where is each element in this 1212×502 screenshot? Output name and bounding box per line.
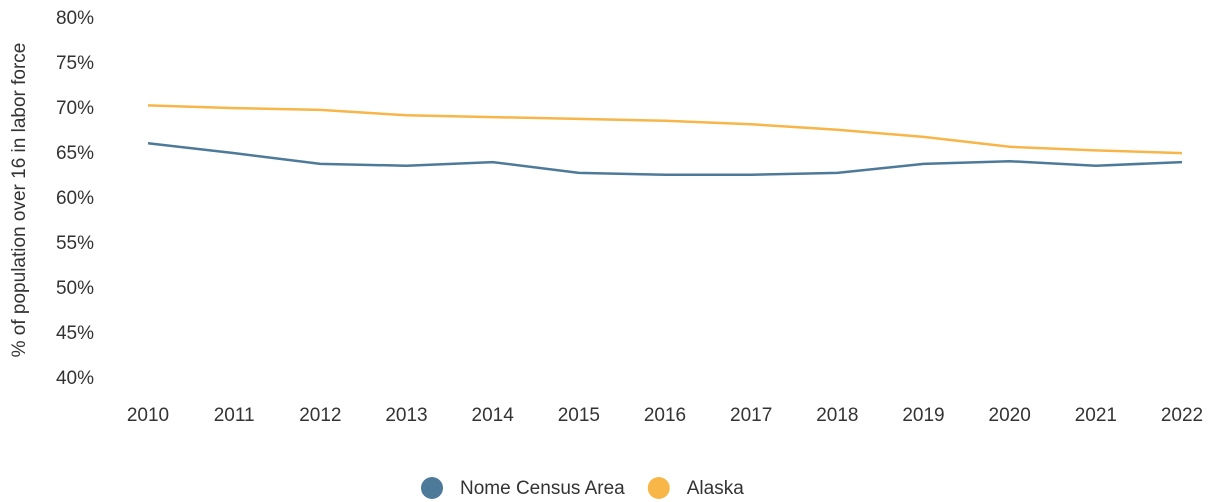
x-tick-label: 2015 bbox=[558, 405, 600, 426]
y-tick-label: 45% bbox=[56, 323, 94, 344]
x-tick-label: 2010 bbox=[127, 405, 169, 426]
y-tick-label: 60% bbox=[56, 188, 94, 209]
legend-marker bbox=[647, 477, 670, 499]
x-tick-label: 2014 bbox=[472, 405, 515, 426]
y-axis-label: % of population over 16 in labor force bbox=[9, 43, 30, 358]
y-tick-label: 40% bbox=[56, 368, 94, 389]
x-tick-label: 2017 bbox=[730, 405, 772, 426]
x-tick-label: 2012 bbox=[299, 405, 341, 426]
x-tick-label: 2018 bbox=[816, 405, 858, 426]
x-tick-label: 2022 bbox=[1161, 405, 1203, 426]
x-tick-label: 2013 bbox=[385, 405, 427, 426]
x-tick-label: 2016 bbox=[644, 405, 686, 426]
x-tick-label: 2019 bbox=[902, 405, 944, 426]
line-series bbox=[147, 141, 1183, 176]
y-tick-label: 80% bbox=[56, 8, 94, 29]
y-tick-label: 50% bbox=[56, 278, 94, 299]
y-tick-label: 65% bbox=[56, 143, 94, 164]
legend-marker bbox=[421, 477, 443, 499]
y-tick-label: 70% bbox=[56, 98, 94, 119]
x-tick-label: 2011 bbox=[214, 405, 255, 426]
y-tick-label: 75% bbox=[56, 53, 94, 74]
legend-label: Nome Census Area bbox=[460, 478, 625, 499]
x-tick-label: 2020 bbox=[989, 405, 1031, 426]
legend-label: Alaska bbox=[687, 478, 744, 499]
y-tick-label: 55% bbox=[56, 233, 94, 254]
line-series bbox=[147, 104, 1183, 155]
x-tick-label: 2021 bbox=[1075, 405, 1117, 426]
